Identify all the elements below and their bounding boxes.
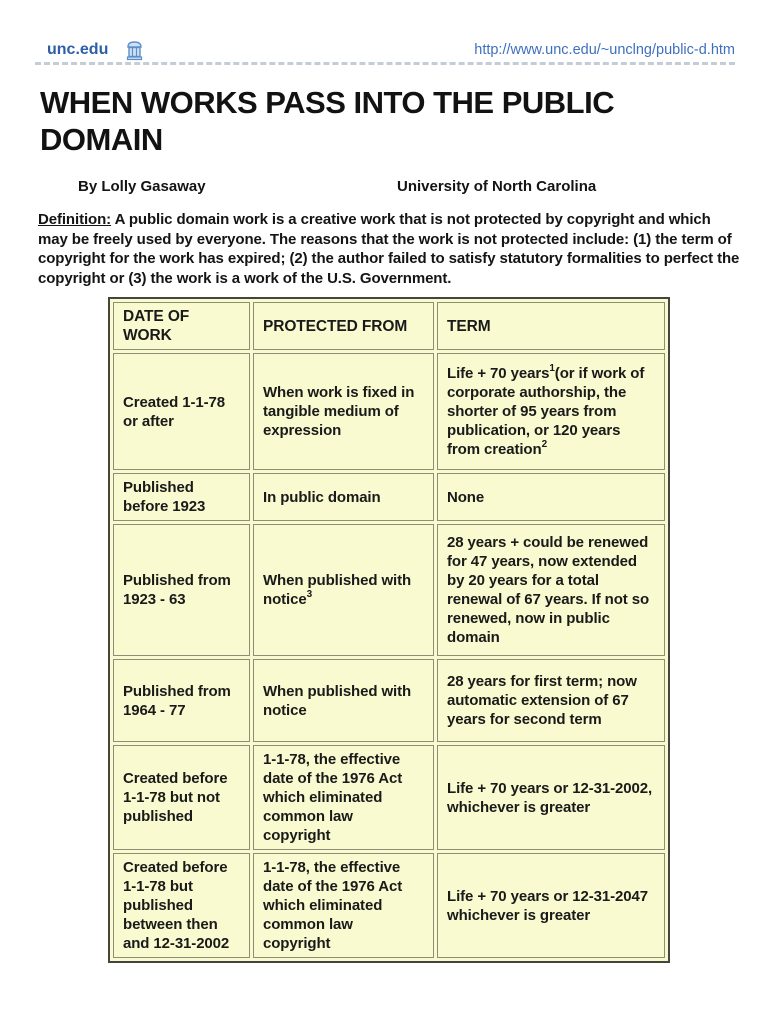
byline-author: By Lolly Gasaway <box>78 178 206 195</box>
public-domain-table: DATE OF WORK PROTECTED FROM TERM Created 1… <box>108 297 670 963</box>
table-cell-date: Published before 1923 <box>113 473 250 521</box>
table-cell-date: Published from 1964 - 77 <box>113 659 250 742</box>
table-cell-term: Life + 70 years or 12-31-2002, whichever… <box>437 745 665 850</box>
table-row: Created before 1-1-78 but not published 1… <box>113 745 665 850</box>
table-cell-date: Created before 1-1-78 but published betw… <box>113 853 250 958</box>
column-header: PROTECTED FROM <box>253 302 434 350</box>
table-body: Created 1-1-78 or after When work is fixe… <box>113 353 665 958</box>
page-title: WHEN WORKS PASS INTO THE PUBLIC DOMAIN <box>40 85 615 157</box>
site-header: unc.edu http://www.unc.edu/~unclng/publi… <box>47 38 735 62</box>
table-row: Published from 1923 - 63 When published w… <box>113 524 665 656</box>
table-row: Published from 1964 - 77 When published w… <box>113 659 665 742</box>
footnote-marker: 1 <box>549 363 555 374</box>
footnote-marker: 3 <box>306 589 313 600</box>
table-cell-date: Published from 1923 - 63 <box>113 524 250 656</box>
table-cell-protected: 1-1-78, the effective date of the 1976 A… <box>253 853 434 958</box>
table-cell-date: Created 1-1-78 or after <box>113 353 250 470</box>
table-row: Created 1-1-78 or after When work is fixe… <box>113 353 665 470</box>
definition-paragraph: Definition: A public domain work is a cr… <box>38 211 740 287</box>
byline: By Lolly Gasaway University of North Car… <box>40 178 738 195</box>
column-header: DATE OF WORK <box>113 302 250 350</box>
column-header: TERM <box>437 302 665 350</box>
table-cell-protected: When work is fixed in tangible medium of… <box>253 353 434 470</box>
table-cell-term: Life + 70 years or 12-31-2047 whichever … <box>437 853 665 958</box>
public-domain-table-wrap: DATE OF WORK PROTECTED FROM TERM Created 1… <box>108 297 670 963</box>
table-cell-term: Life + 70 years1(or if work of corporate… <box>437 353 665 470</box>
table-cell-protected: When published with notice3 <box>253 524 434 656</box>
table-cell-protected: When published with notice <box>253 659 434 742</box>
footnote-marker: 2 <box>541 439 548 450</box>
table-header-row: DATE OF WORK PROTECTED FROM TERM <box>113 302 665 350</box>
page-url-link[interactable]: http://www.unc.edu/~unclng/public-d.htm <box>474 42 735 58</box>
table-cell-protected: 1-1-78, the effective date of the 1976 A… <box>253 745 434 850</box>
table-cell-protected: In public domain <box>253 473 434 521</box>
table-row: Created before 1-1-78 but published betw… <box>113 853 665 958</box>
old-well-icon <box>126 40 143 61</box>
table-cell-term: 28 years for first term; now automatic e… <box>437 659 665 742</box>
table-cell-date: Created before 1-1-78 but not published <box>113 745 250 850</box>
dashed-divider <box>35 62 735 65</box>
table-cell-term: None <box>437 473 665 521</box>
byline-affiliation: University of North Carolina <box>397 178 597 195</box>
table-row: Published before 1923 In public domain Non… <box>113 473 665 521</box>
site-link[interactable]: unc.edu <box>47 41 109 58</box>
table-cell-term: 28 years + could be renewed for 47 years… <box>437 524 665 656</box>
